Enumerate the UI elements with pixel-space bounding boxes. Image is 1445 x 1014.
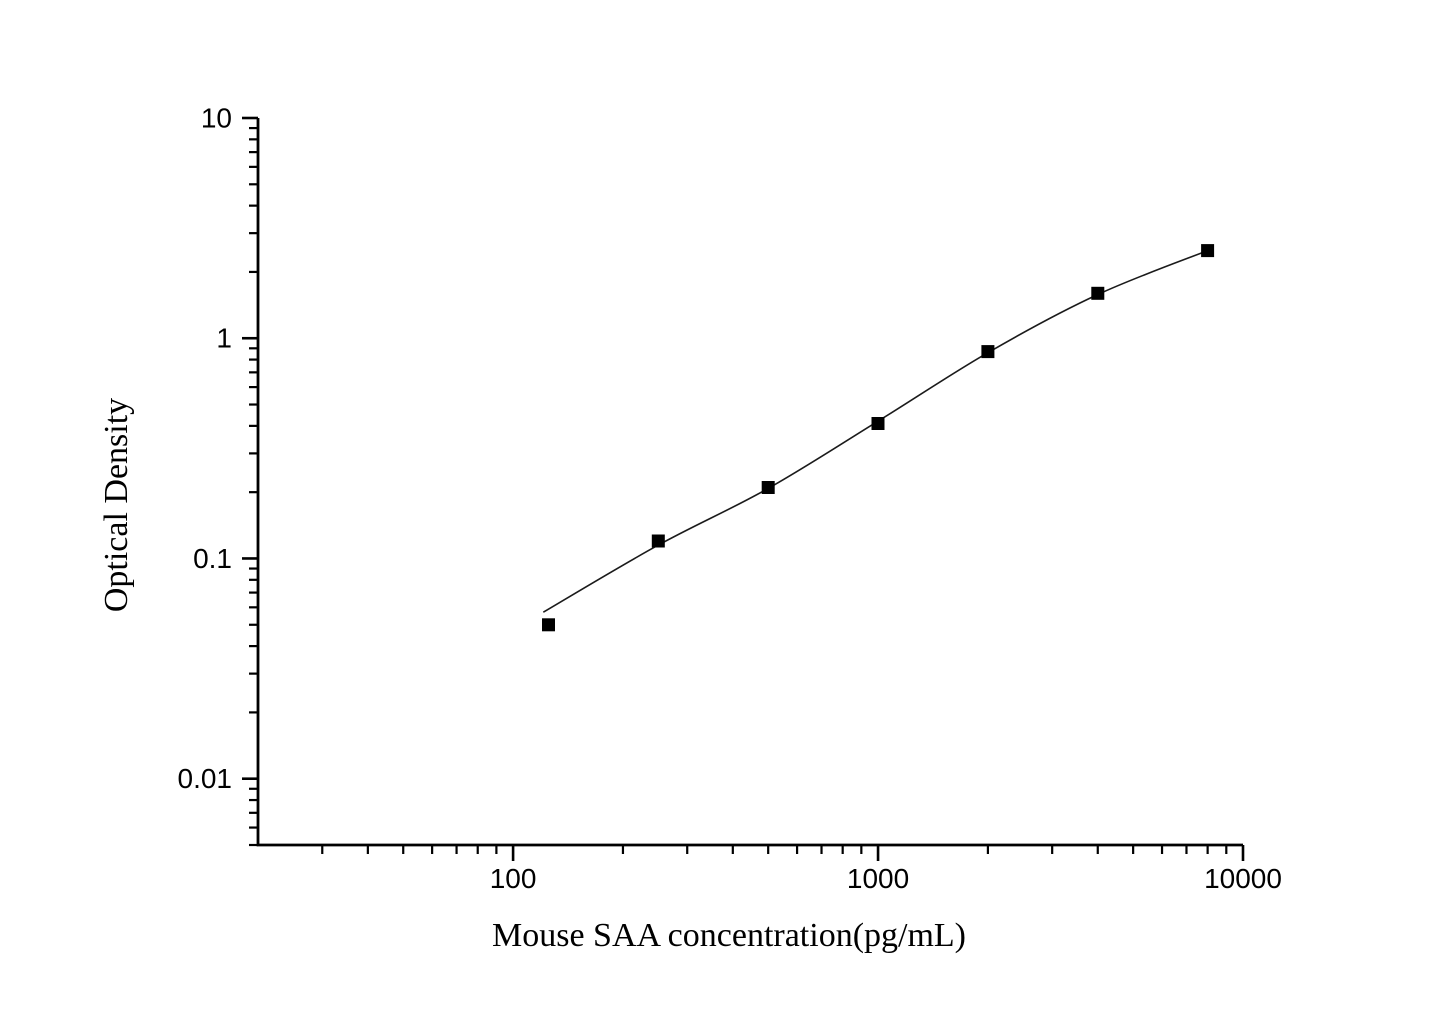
axis-lines xyxy=(256,118,1243,847)
data-point-marker xyxy=(761,481,775,494)
x-tick-label: 10000 xyxy=(1204,863,1282,894)
data-point-marker xyxy=(651,534,665,548)
y-axis-title: Optical Density xyxy=(98,397,135,613)
data-point-marker xyxy=(1091,286,1105,300)
y-tick-label: 0.1 xyxy=(193,543,232,574)
x-tick-label: 1000 xyxy=(847,863,909,894)
fit-curve-line xyxy=(542,249,1208,613)
data-point-marker xyxy=(871,417,885,430)
data-point-marker xyxy=(981,345,995,359)
y-tick-label: 0.01 xyxy=(178,763,233,794)
data-point-marker xyxy=(542,618,555,632)
x-tick-label: 100 xyxy=(490,863,537,894)
y-tick-label: 1 xyxy=(216,323,232,354)
x-axis-title: Mouse SAA concentration(pg/mL) xyxy=(491,917,967,954)
y-tick-label: 10 xyxy=(201,103,232,134)
data-point-marker xyxy=(1201,244,1215,258)
